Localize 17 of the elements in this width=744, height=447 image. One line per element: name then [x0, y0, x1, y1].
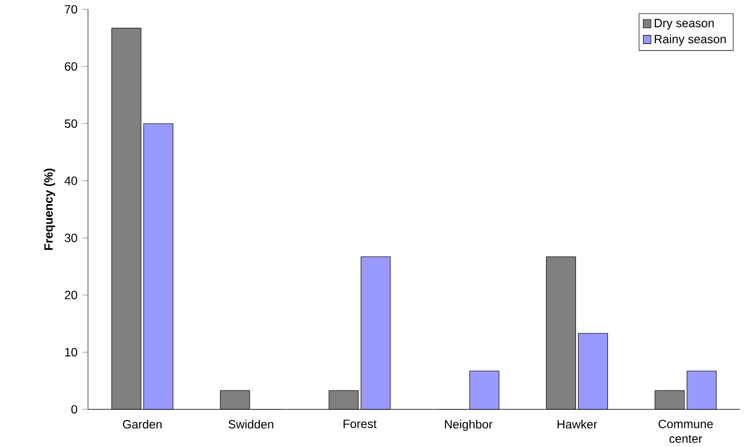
x-tick-label: Commune center: [658, 420, 713, 444]
y-axis-title: Frequency (%): [44, 168, 56, 250]
y-tick-label: 0: [71, 405, 78, 414]
legend-label: Dry season: [654, 19, 714, 30]
x-tick-label: Forest: [344, 420, 377, 428]
y-tick-label: 30: [64, 234, 78, 242]
x-tick-label: Neighbor: [444, 420, 492, 432]
y-tick-label: 20: [64, 290, 78, 300]
y-tick-label: 40: [64, 176, 78, 186]
legend-label: Rainy season: [654, 34, 726, 46]
x-tick-label: Swidden: [228, 420, 274, 429]
y-tick-label: 50: [64, 120, 78, 128]
y-tick-label: 60: [64, 62, 78, 71]
y-tick-label: 70: [64, 5, 78, 14]
x-tick-label: Hawker: [558, 420, 598, 429]
y-tick-label: 10: [65, 348, 78, 357]
x-tick-label: Garden: [122, 420, 162, 429]
